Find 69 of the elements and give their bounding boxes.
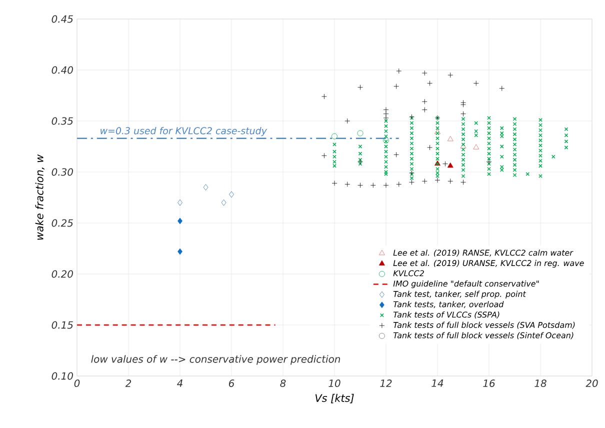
point	[203, 184, 208, 190]
y-tick-label: 0.35	[52, 117, 73, 125]
point	[409, 180, 414, 185]
point	[473, 144, 480, 150]
x-tick-label: 2	[125, 380, 132, 387]
point	[422, 70, 428, 76]
x-tick-label: 18	[534, 380, 546, 388]
x-axis-title: Vs [kts]	[315, 394, 354, 404]
point	[344, 118, 350, 124]
point	[447, 162, 454, 168]
point	[447, 136, 454, 142]
x-tick-label: 6	[228, 380, 234, 388]
point	[178, 248, 182, 255]
point	[486, 159, 492, 164]
x-tick-label: 14	[432, 380, 444, 387]
point	[178, 218, 182, 224]
point	[442, 161, 448, 167]
point	[434, 128, 440, 134]
point	[370, 182, 376, 188]
x-tick-label: 20	[586, 380, 598, 388]
x-tick-label: 0	[74, 380, 80, 388]
x-tick-label: 12	[380, 380, 392, 387]
point	[460, 111, 466, 117]
point	[427, 80, 432, 86]
x-tick-label: 8	[280, 380, 286, 388]
point	[178, 199, 182, 206]
point	[332, 133, 338, 140]
annotation: w=0.3 used for KVLCC2 case-study	[100, 126, 268, 136]
point	[358, 84, 363, 90]
point	[396, 68, 402, 74]
y-tick-label: 0.20	[52, 270, 73, 278]
y-tick-label: 0.25	[52, 219, 73, 227]
point	[434, 177, 440, 183]
point	[221, 199, 226, 206]
point	[460, 100, 466, 106]
point	[358, 159, 363, 164]
point	[460, 102, 466, 108]
point	[448, 72, 454, 78]
point	[383, 111, 389, 117]
point	[427, 144, 432, 150]
point	[396, 182, 402, 187]
point	[322, 94, 327, 100]
y-tick-label: 0.30	[52, 168, 73, 176]
point	[344, 182, 350, 187]
point	[383, 115, 389, 121]
y-tick-label: 0.40	[52, 66, 73, 74]
point	[229, 191, 234, 198]
point	[422, 98, 428, 104]
y-axis-title: wake fraction, w	[35, 154, 44, 240]
point	[332, 180, 338, 186]
x-tick-label: 16	[483, 380, 495, 388]
point	[448, 178, 454, 184]
point	[357, 130, 364, 136]
point	[422, 107, 428, 112]
point	[499, 86, 505, 92]
annotation: low values of w --> conservative power prediction	[91, 355, 340, 365]
y-tick-label: 0.15	[52, 321, 73, 329]
point	[394, 152, 399, 158]
x-tick-label: 10	[328, 380, 340, 388]
point	[383, 107, 389, 112]
x-tick-label: 4	[177, 380, 182, 387]
point	[460, 180, 466, 185]
y-tick-label: 0.45	[52, 15, 73, 23]
point	[322, 152, 327, 158]
point	[422, 178, 428, 184]
point	[394, 84, 399, 90]
point	[383, 182, 389, 188]
point	[473, 80, 479, 86]
y-tick-label: 0.10	[52, 372, 73, 380]
